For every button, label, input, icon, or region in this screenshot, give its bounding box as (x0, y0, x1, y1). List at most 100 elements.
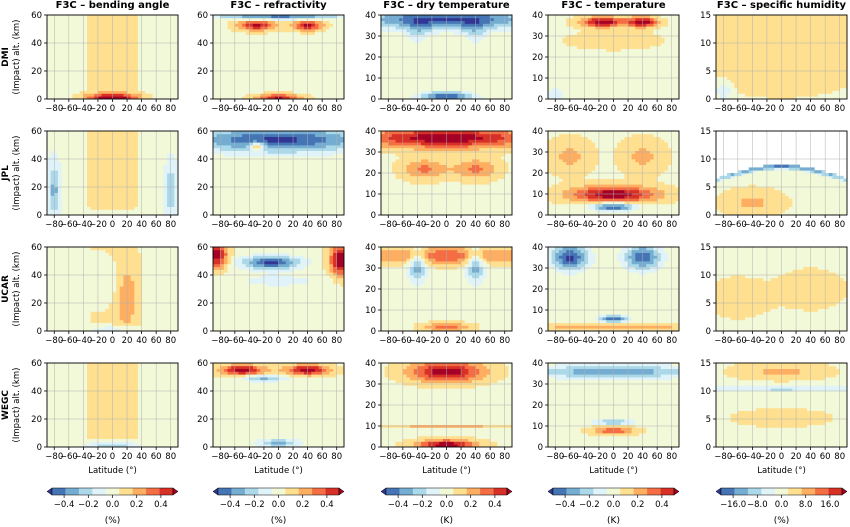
contour-cell (307, 34, 312, 38)
contour-cell (774, 62, 779, 66)
contour-cell (267, 59, 272, 63)
contour-cell (442, 85, 447, 89)
contour-cell (94, 87, 99, 91)
contour-cell (87, 17, 92, 21)
contour-cell (170, 43, 175, 47)
contour-cell (591, 23, 596, 27)
contour-cell (638, 17, 644, 21)
contour-cell (90, 85, 95, 89)
contour-cell (388, 51, 393, 55)
contour-cell (609, 17, 614, 21)
contour-cell (76, 73, 81, 77)
contour-cell (471, 43, 477, 47)
contour-cell (741, 76, 746, 80)
contour-cell (613, 65, 618, 69)
contour-cell (464, 96, 469, 99)
contour-cell (329, 93, 334, 97)
contour-cell (72, 26, 77, 30)
contour-cell (227, 76, 232, 80)
contour-cell (388, 31, 393, 35)
contour-cell (748, 96, 753, 99)
contour-cell (562, 37, 567, 41)
contour-cell (130, 85, 135, 89)
contour-cell (642, 93, 647, 97)
contour-cell (227, 54, 232, 58)
contour-cell (336, 43, 341, 47)
contour-cell (752, 17, 757, 21)
contour-cell (577, 15, 582, 19)
contour-cell (598, 65, 603, 69)
contour-cell (562, 51, 567, 55)
contour-cell (450, 62, 455, 66)
contour-cell (293, 68, 298, 72)
contour-cell (745, 26, 750, 30)
contour-cell (657, 79, 662, 83)
contour-cell (116, 71, 121, 75)
contour-cell (174, 54, 178, 58)
contour-cell (123, 90, 128, 94)
contour-cell (588, 26, 593, 30)
contour-cell (163, 26, 168, 30)
contour-cell (148, 79, 153, 83)
contour-cell (595, 51, 600, 55)
contour-cell (435, 48, 440, 52)
contour-cell (457, 51, 462, 55)
contour-cell (723, 87, 728, 91)
contour-cell (588, 93, 593, 97)
contour-cell (293, 71, 298, 75)
contour-cell (285, 43, 290, 47)
contour-cell (501, 43, 506, 47)
contour-cell (293, 43, 298, 47)
contour-cell (657, 29, 662, 33)
contour-cell (657, 68, 662, 72)
contour-cell (333, 45, 338, 49)
contour-cell (174, 29, 178, 33)
contour-cell (152, 48, 157, 52)
contour-cell (442, 87, 447, 91)
contour-cell (624, 31, 629, 35)
contour-cell (752, 93, 757, 97)
contour-cell (439, 15, 444, 19)
contour-cell (598, 15, 603, 19)
contour-cell (748, 87, 753, 91)
contour-cell (227, 37, 232, 41)
contour-cell (497, 62, 502, 66)
contour-cell (163, 45, 168, 49)
contour-cell (108, 31, 113, 35)
contour-cell (431, 17, 436, 21)
contour-cell (631, 82, 636, 86)
contour-cell (333, 15, 338, 19)
contour-cell (580, 71, 585, 75)
contour-cell (413, 93, 418, 97)
x-tick-label: 20 (122, 104, 133, 114)
contour-cell (391, 96, 396, 99)
contour-cell (617, 17, 622, 21)
contour-cell (134, 45, 139, 49)
contour-cell (137, 85, 143, 89)
contour-cell (548, 59, 553, 63)
contour-cell (148, 96, 153, 99)
panel-frame (46, 14, 179, 100)
contour-cell (94, 68, 99, 72)
contour-cell (613, 79, 618, 83)
contour-cell (759, 73, 764, 77)
contour-cell (322, 23, 327, 27)
contour-cell (285, 54, 290, 58)
contour-cell (242, 37, 247, 41)
contour-cell (119, 87, 124, 91)
contour-cell (716, 62, 721, 66)
contour-cell (413, 54, 418, 58)
x-tick-label: 20 (456, 104, 467, 114)
contour-cell (613, 68, 618, 72)
contour-cell (569, 40, 574, 44)
panel-frame (547, 14, 680, 100)
contour-cell (333, 54, 338, 58)
contour-cell (227, 40, 232, 44)
y-tick-label: 40 (365, 11, 376, 21)
contour-cell (620, 57, 625, 61)
contour-cell (558, 68, 563, 72)
contour-cell (482, 57, 487, 61)
contour-cell (660, 90, 665, 94)
contour-cell (446, 17, 451, 21)
contour-cell (65, 17, 70, 21)
